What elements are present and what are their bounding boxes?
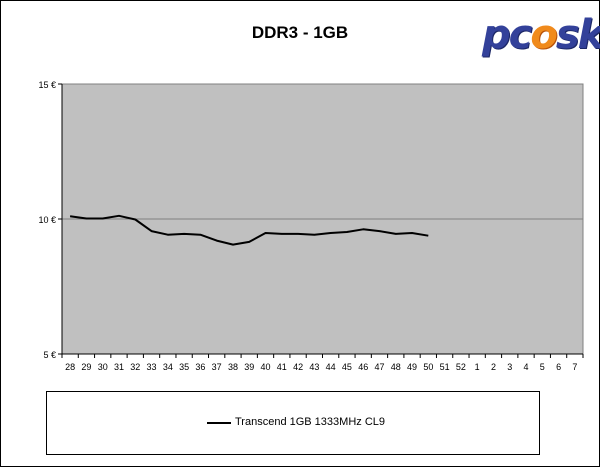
x-tick-label-33: 33: [147, 362, 157, 372]
x-tick-label-49: 49: [407, 362, 417, 372]
x-tick-label-44: 44: [326, 362, 336, 372]
x-tick-label-50: 50: [423, 362, 433, 372]
x-tick-label-36: 36: [195, 362, 205, 372]
series-line-0: [69, 214, 429, 246]
x-tick-label-29: 29: [81, 362, 91, 372]
x-tick-label-43: 43: [309, 362, 319, 372]
legend-label: Transcend 1GB 1333MHz CL9: [235, 416, 385, 428]
x-tick-label-52: 52: [456, 362, 466, 372]
y-tick-label: 5 €: [43, 350, 56, 360]
x-tick-label-30: 30: [98, 362, 108, 372]
x-tick-label-6: 6: [556, 362, 561, 372]
x-tick-label-35: 35: [179, 362, 189, 372]
x-tick-label-38: 38: [228, 362, 238, 372]
y-tick-label: 10 €: [38, 215, 56, 225]
x-tick-label-51: 51: [440, 362, 450, 372]
x-tick-label-34: 34: [163, 362, 173, 372]
pcosk-logo: pcosk: [482, 12, 600, 58]
x-tick-label-37: 37: [212, 362, 222, 372]
x-tick-label-48: 48: [391, 362, 401, 372]
x-tick-label-5: 5: [540, 362, 545, 372]
x-tick-label-32: 32: [130, 362, 140, 372]
x-tick-label-45: 45: [342, 362, 352, 372]
x-tick-label-31: 31: [114, 362, 124, 372]
x-tick-label-3: 3: [507, 362, 512, 372]
y-tick-label: 15 €: [38, 80, 56, 90]
axes: 5 €10 €15 €28 29 30 31 32 33 34 35 36 37 38 39 40 41 4…: [38, 80, 584, 372]
x-tick-label-28: 28: [65, 362, 75, 372]
x-tick-label-7: 7: [572, 362, 577, 372]
x-tick-label-47: 47: [374, 362, 384, 372]
legend: Transcend 1GB 1333MHz CL9: [46, 391, 540, 455]
x-tick-label-4: 4: [524, 362, 529, 372]
x-tick-label-46: 46: [358, 362, 368, 372]
x-tick-label-39: 39: [244, 362, 254, 372]
chart-title: DDR3 - 1GB: [251, 23, 349, 42]
x-tick-label-41: 41: [277, 362, 287, 372]
x-tick-label-40: 40: [261, 362, 271, 372]
legend-line-swatch: [207, 422, 231, 424]
x-tick-label-1: 1: [475, 362, 480, 372]
x-tick-label-42: 42: [293, 362, 303, 372]
series-layer: [69, 214, 429, 246]
x-tick-label-2: 2: [491, 362, 496, 372]
